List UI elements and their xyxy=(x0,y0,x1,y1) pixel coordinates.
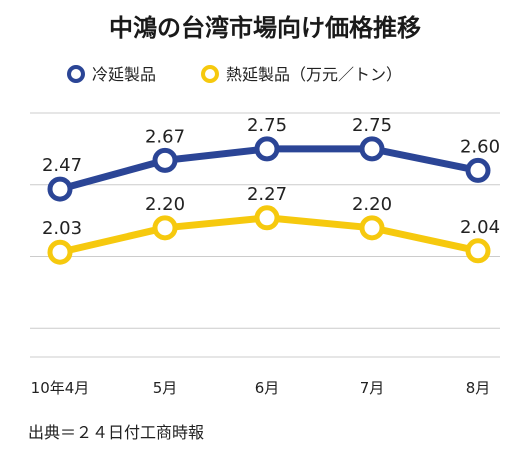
x-tick-label: 10年4月 xyxy=(31,379,90,397)
x-tick-label: 6月 xyxy=(255,379,280,397)
data-point xyxy=(152,147,178,173)
x-tick-label: 8月 xyxy=(466,379,491,397)
data-label: 2.75 xyxy=(247,115,287,136)
x-axis-tick-labels: 10年4月 5月 6月 7月 8月 xyxy=(31,379,491,397)
data-label: 2.67 xyxy=(145,126,185,147)
data-label: 2.27 xyxy=(247,184,287,205)
data-labels: 2.47 2.67 2.75 2.75 2.60 2.03 2.20 2.27 2.20 2.04 xyxy=(42,115,500,239)
legend: 冷延製品 熱延製品（万元／トン） xyxy=(67,65,402,84)
data-label: 2.04 xyxy=(460,217,500,238)
data-point xyxy=(152,215,178,241)
legend-marker-cold-rolled xyxy=(67,65,85,83)
data-point xyxy=(254,136,280,162)
data-label: 2.03 xyxy=(42,218,82,239)
data-point xyxy=(47,176,73,202)
data-point xyxy=(359,136,385,162)
x-tick-label: 5月 xyxy=(153,379,178,397)
data-point xyxy=(465,157,491,183)
x-tick-label: 7月 xyxy=(360,379,385,397)
data-label: 2.47 xyxy=(42,155,82,176)
legend-label-cold-rolled: 冷延製品 xyxy=(92,65,156,84)
data-label: 2.20 xyxy=(145,194,185,215)
legend-label-hot-rolled: 熱延製品（万元／トン） xyxy=(226,65,402,84)
data-point xyxy=(254,205,280,231)
data-point xyxy=(47,239,73,265)
data-label: 2.75 xyxy=(352,115,392,136)
legend-marker-hot-rolled xyxy=(201,65,219,83)
data-label: 2.20 xyxy=(352,194,392,215)
series-lines xyxy=(47,136,491,265)
gridlines xyxy=(30,112,500,358)
data-point xyxy=(465,238,491,264)
data-label: 2.60 xyxy=(460,136,500,157)
data-point xyxy=(359,215,385,241)
source-note: 出典＝２４日付工商時報 xyxy=(28,423,204,442)
chart-title: 中鴻の台湾市場向け価格推移 xyxy=(109,14,421,42)
